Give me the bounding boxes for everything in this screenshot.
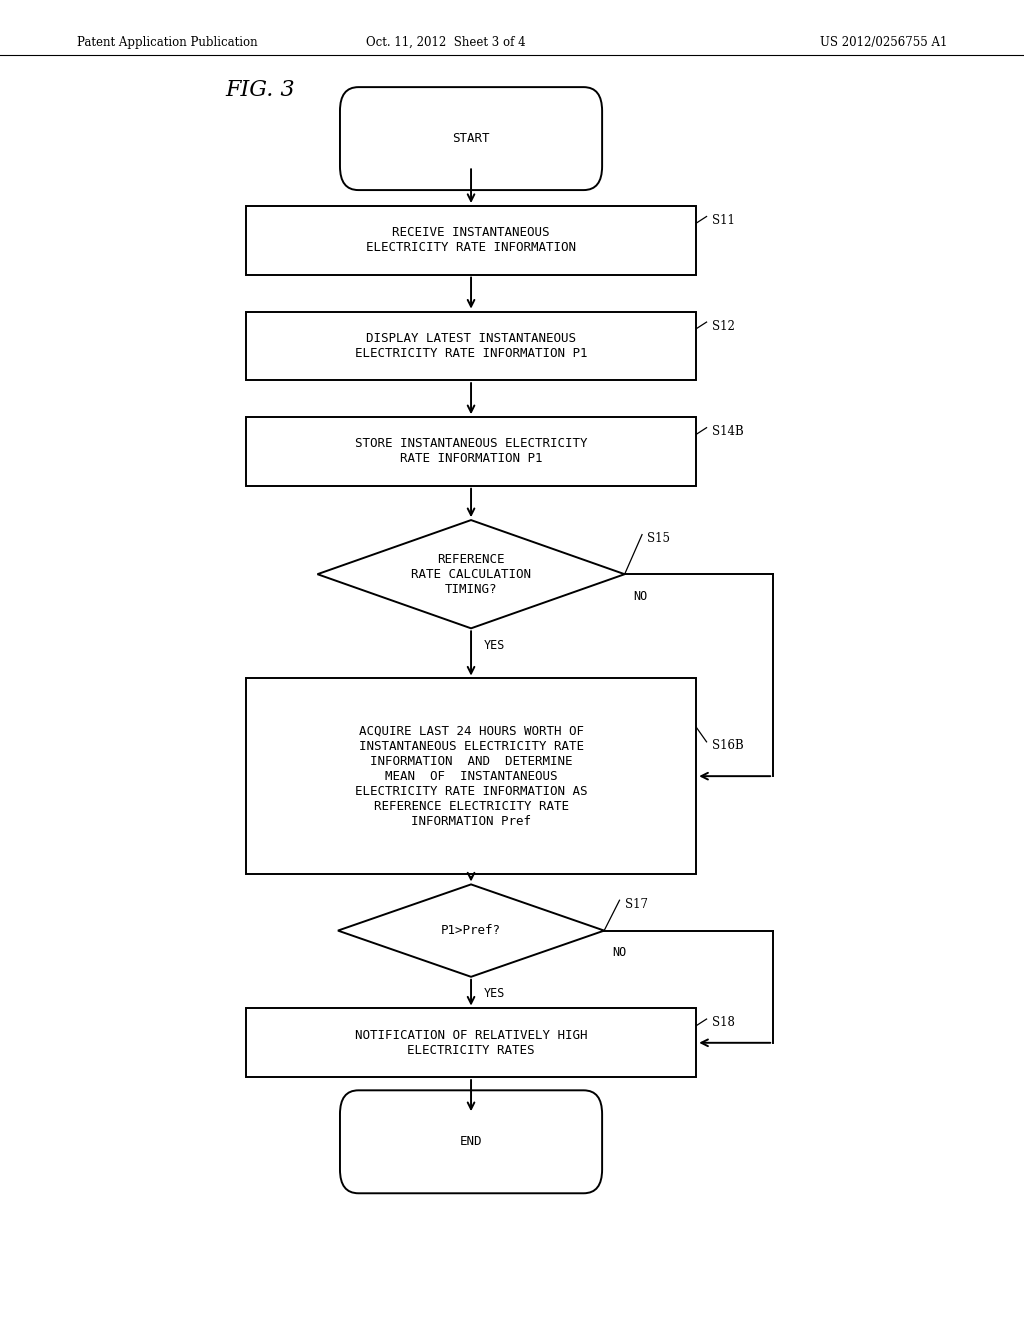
Bar <box>246 206 696 275</box>
Text: S12: S12 <box>712 319 734 333</box>
FancyBboxPatch shape <box>340 87 602 190</box>
FancyBboxPatch shape <box>340 1090 602 1193</box>
Text: S17: S17 <box>625 898 647 911</box>
Bar <box>246 417 696 486</box>
Text: RECEIVE INSTANTANEOUS
ELECTRICITY RATE INFORMATION: RECEIVE INSTANTANEOUS ELECTRICITY RATE I… <box>366 226 577 255</box>
Text: US 2012/0256755 A1: US 2012/0256755 A1 <box>820 36 947 49</box>
Text: P1>Pref?: P1>Pref? <box>441 924 501 937</box>
Text: DISPLAY LATEST INSTANTANEOUS
ELECTRICITY RATE INFORMATION P1: DISPLAY LATEST INSTANTANEOUS ELECTRICITY… <box>354 331 588 360</box>
Text: START: START <box>453 132 489 145</box>
Text: Patent Application Publication: Patent Application Publication <box>77 36 257 49</box>
Text: S16B: S16B <box>712 739 743 752</box>
Bar <box>246 312 696 380</box>
Text: S14B: S14B <box>712 425 743 438</box>
Text: NOTIFICATION OF RELATIVELY HIGH
ELECTRICITY RATES: NOTIFICATION OF RELATIVELY HIGH ELECTRIC… <box>354 1028 588 1057</box>
Text: YES: YES <box>483 987 505 1001</box>
Bar <box>246 678 696 874</box>
Text: NO: NO <box>633 590 647 603</box>
Text: S18: S18 <box>712 1016 734 1030</box>
Text: STORE INSTANTANEOUS ELECTRICITY
RATE INFORMATION P1: STORE INSTANTANEOUS ELECTRICITY RATE INF… <box>354 437 588 466</box>
Text: ACQUIRE LAST 24 HOURS WORTH OF
INSTANTANEOUS ELECTRICITY RATE
INFORMATION  AND  : ACQUIRE LAST 24 HOURS WORTH OF INSTANTAN… <box>354 725 588 828</box>
Polygon shape <box>317 520 625 628</box>
Bar <box>246 1008 696 1077</box>
Text: S15: S15 <box>647 532 670 545</box>
Text: S11: S11 <box>712 214 734 227</box>
Text: Oct. 11, 2012  Sheet 3 of 4: Oct. 11, 2012 Sheet 3 of 4 <box>366 36 525 49</box>
Text: FIG. 3: FIG. 3 <box>225 79 295 102</box>
Polygon shape <box>338 884 604 977</box>
Text: YES: YES <box>483 639 505 652</box>
Text: END: END <box>460 1135 482 1148</box>
Text: REFERENCE
RATE CALCULATION
TIMING?: REFERENCE RATE CALCULATION TIMING? <box>411 553 531 595</box>
Text: NO: NO <box>612 946 627 960</box>
